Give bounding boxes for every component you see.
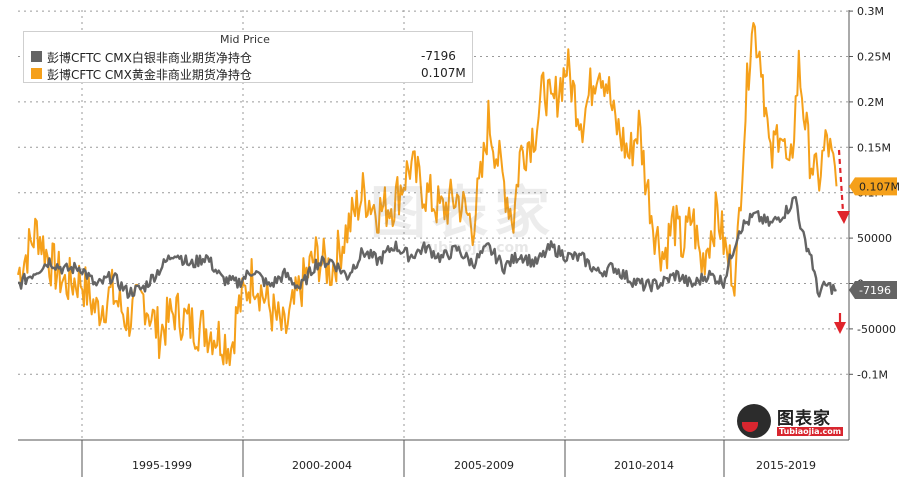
y-tick-label: 0.2M (857, 96, 884, 109)
logo-icon (737, 404, 771, 438)
logo-domain: Tubiaojia.com (777, 427, 844, 436)
watermark: 图表家 (370, 181, 556, 246)
x-tick-label: 2015-2019 (756, 459, 816, 472)
legend-label-gold: 彭博CFTC CMX黄金非商业期货净持仓 (47, 68, 252, 82)
annotation-arrowhead-gold (837, 211, 850, 224)
annotation-arrow-gold (837, 149, 845, 213)
series-line-gold (17, 22, 838, 367)
brand-logo: 图表家 Tubiaojia.com (737, 400, 849, 440)
last-value-tag-silver (849, 281, 897, 300)
last-value-tag-gold (849, 177, 897, 196)
legend: Mid Price 彭博CFTC CMX白银非商业期货净持仓 -7196 彭博C… (23, 31, 473, 83)
last-value-label-gold: 0.107M (859, 180, 900, 193)
y-tick-label: 0.25M (857, 51, 891, 64)
series-line-silver (17, 196, 837, 299)
x-tick-label: 2000-2004 (292, 459, 352, 472)
legend-title: Mid Price (220, 33, 270, 46)
y-tick-label: 0.3M (857, 5, 884, 18)
x-tick-label: 2005-2009 (454, 459, 514, 472)
x-tick-label: 1995-1999 (132, 459, 192, 472)
x-tick-label: 2010-2014 (614, 459, 674, 472)
legend-value-gold: 0.107M (421, 66, 466, 80)
y-tick-label: 0.15M (857, 141, 891, 154)
legend-value-silver: -7196 (421, 49, 456, 63)
annotation-arrowhead-silver (834, 322, 846, 334)
y-tick-label: 50000 (857, 232, 892, 245)
legend-swatch-silver (31, 51, 42, 62)
y-tick-label: -50000 (857, 323, 896, 336)
watermark-sub: Tubiaojia.com (420, 240, 529, 256)
logo-wordmark: 图表家 (777, 409, 831, 429)
legend-item-silver: 彭博CFTC CMX白银非商业期货净持仓 -7196 (31, 48, 471, 65)
legend-item-gold: 彭博CFTC CMX黄金非商业期货净持仓 0.107M (31, 65, 471, 82)
legend-label-silver: 彭博CFTC CMX白银非商业期货净持仓 (47, 51, 252, 65)
last-value-label-silver: -7196 (859, 284, 891, 297)
y-tick-label: -0.1M (857, 368, 888, 381)
legend-swatch-gold (31, 68, 42, 79)
